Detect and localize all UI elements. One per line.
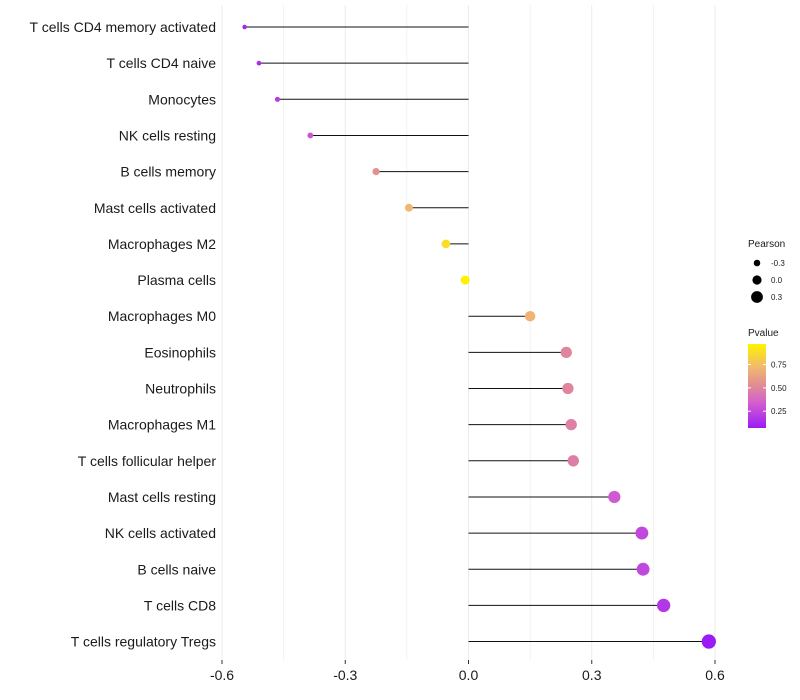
legend-pearson-key — [752, 275, 762, 285]
category-label: Plasma cells — [137, 272, 216, 288]
lollipop-point — [441, 239, 451, 249]
category-label: Macrophages M2 — [108, 236, 216, 252]
category-label: Monocytes — [148, 91, 216, 107]
legend-pearson-key — [751, 291, 763, 303]
category-label: Macrophages M1 — [108, 417, 216, 433]
lollipop-point — [256, 60, 262, 66]
legend-pvalue-label: 0.50 — [771, 384, 787, 393]
category-label: T cells regulatory Tregs — [71, 634, 216, 650]
category-label: Macrophages M0 — [108, 308, 216, 324]
lollipop-point — [404, 203, 413, 212]
legend-pearson-label: -0.3 — [771, 259, 785, 268]
legend-pvalue-title: Pvalue — [748, 328, 779, 339]
legend-pvalue-colorbar — [748, 344, 766, 428]
lollipop-point — [701, 634, 716, 649]
lollipop-point — [274, 96, 281, 102]
lollipop-point — [656, 598, 671, 613]
lollipop-point — [635, 526, 649, 540]
lollipop-point — [567, 455, 579, 467]
legend-pearson-label: 0.3 — [771, 293, 783, 302]
stems — [244, 26, 709, 643]
x-tick-label: 0.3 — [582, 667, 602, 683]
category-label: NK cells activated — [105, 525, 216, 541]
category-label: T cells CD4 naive — [107, 55, 217, 71]
points — [242, 24, 716, 649]
lollipop-point — [242, 24, 247, 30]
category-labels: T cells CD4 memory activated T cells CD4 … — [30, 19, 217, 650]
legend-pearson: Pearson -0.3 0.0 0.3 — [748, 239, 785, 303]
legend-pvalue-label: 0.75 — [771, 361, 787, 370]
grid-lines — [221, 5, 716, 660]
legend-pearson-title: Pearson — [748, 239, 785, 250]
category-label: T cells CD8 — [144, 597, 216, 613]
x-tick-label: 0.6 — [705, 667, 725, 683]
category-label: NK cells resting — [119, 127, 216, 143]
x-tick-label: -0.3 — [333, 667, 357, 683]
category-label: Mast cells resting — [108, 489, 216, 505]
x-tick-label: -0.6 — [210, 667, 234, 683]
x-axis-ticks: -0.6 -0.3 0.0 0.3 0.6 — [210, 660, 725, 683]
lollipop-point — [608, 490, 621, 504]
lollipop-point — [636, 562, 650, 576]
category-label: T cells CD4 memory activated — [30, 19, 216, 35]
lollipop-point — [562, 382, 574, 395]
lollipop-point — [565, 418, 577, 431]
lollipop-point — [524, 310, 536, 322]
x-tick-label: 0.0 — [459, 667, 479, 683]
category-label: B cells memory — [120, 164, 216, 180]
legend-pearson-label: 0.0 — [771, 276, 783, 285]
lollipop-point — [560, 346, 572, 358]
legend-pvalue-label: 0.25 — [771, 407, 787, 416]
lollipop-point — [372, 167, 380, 176]
lollipop-point — [460, 275, 470, 285]
category-label: Mast cells activated — [94, 200, 216, 216]
category-label: Neutrophils — [145, 381, 216, 397]
category-label: Eosinophils — [144, 344, 216, 360]
legend-pearson-key — [753, 259, 761, 267]
category-label: B cells naive — [137, 561, 216, 577]
legend-pvalue: Pvalue 0.75 0.50 0.25 — [748, 328, 787, 428]
lollipop-point — [307, 132, 314, 139]
category-label: T cells follicular helper — [78, 453, 217, 469]
